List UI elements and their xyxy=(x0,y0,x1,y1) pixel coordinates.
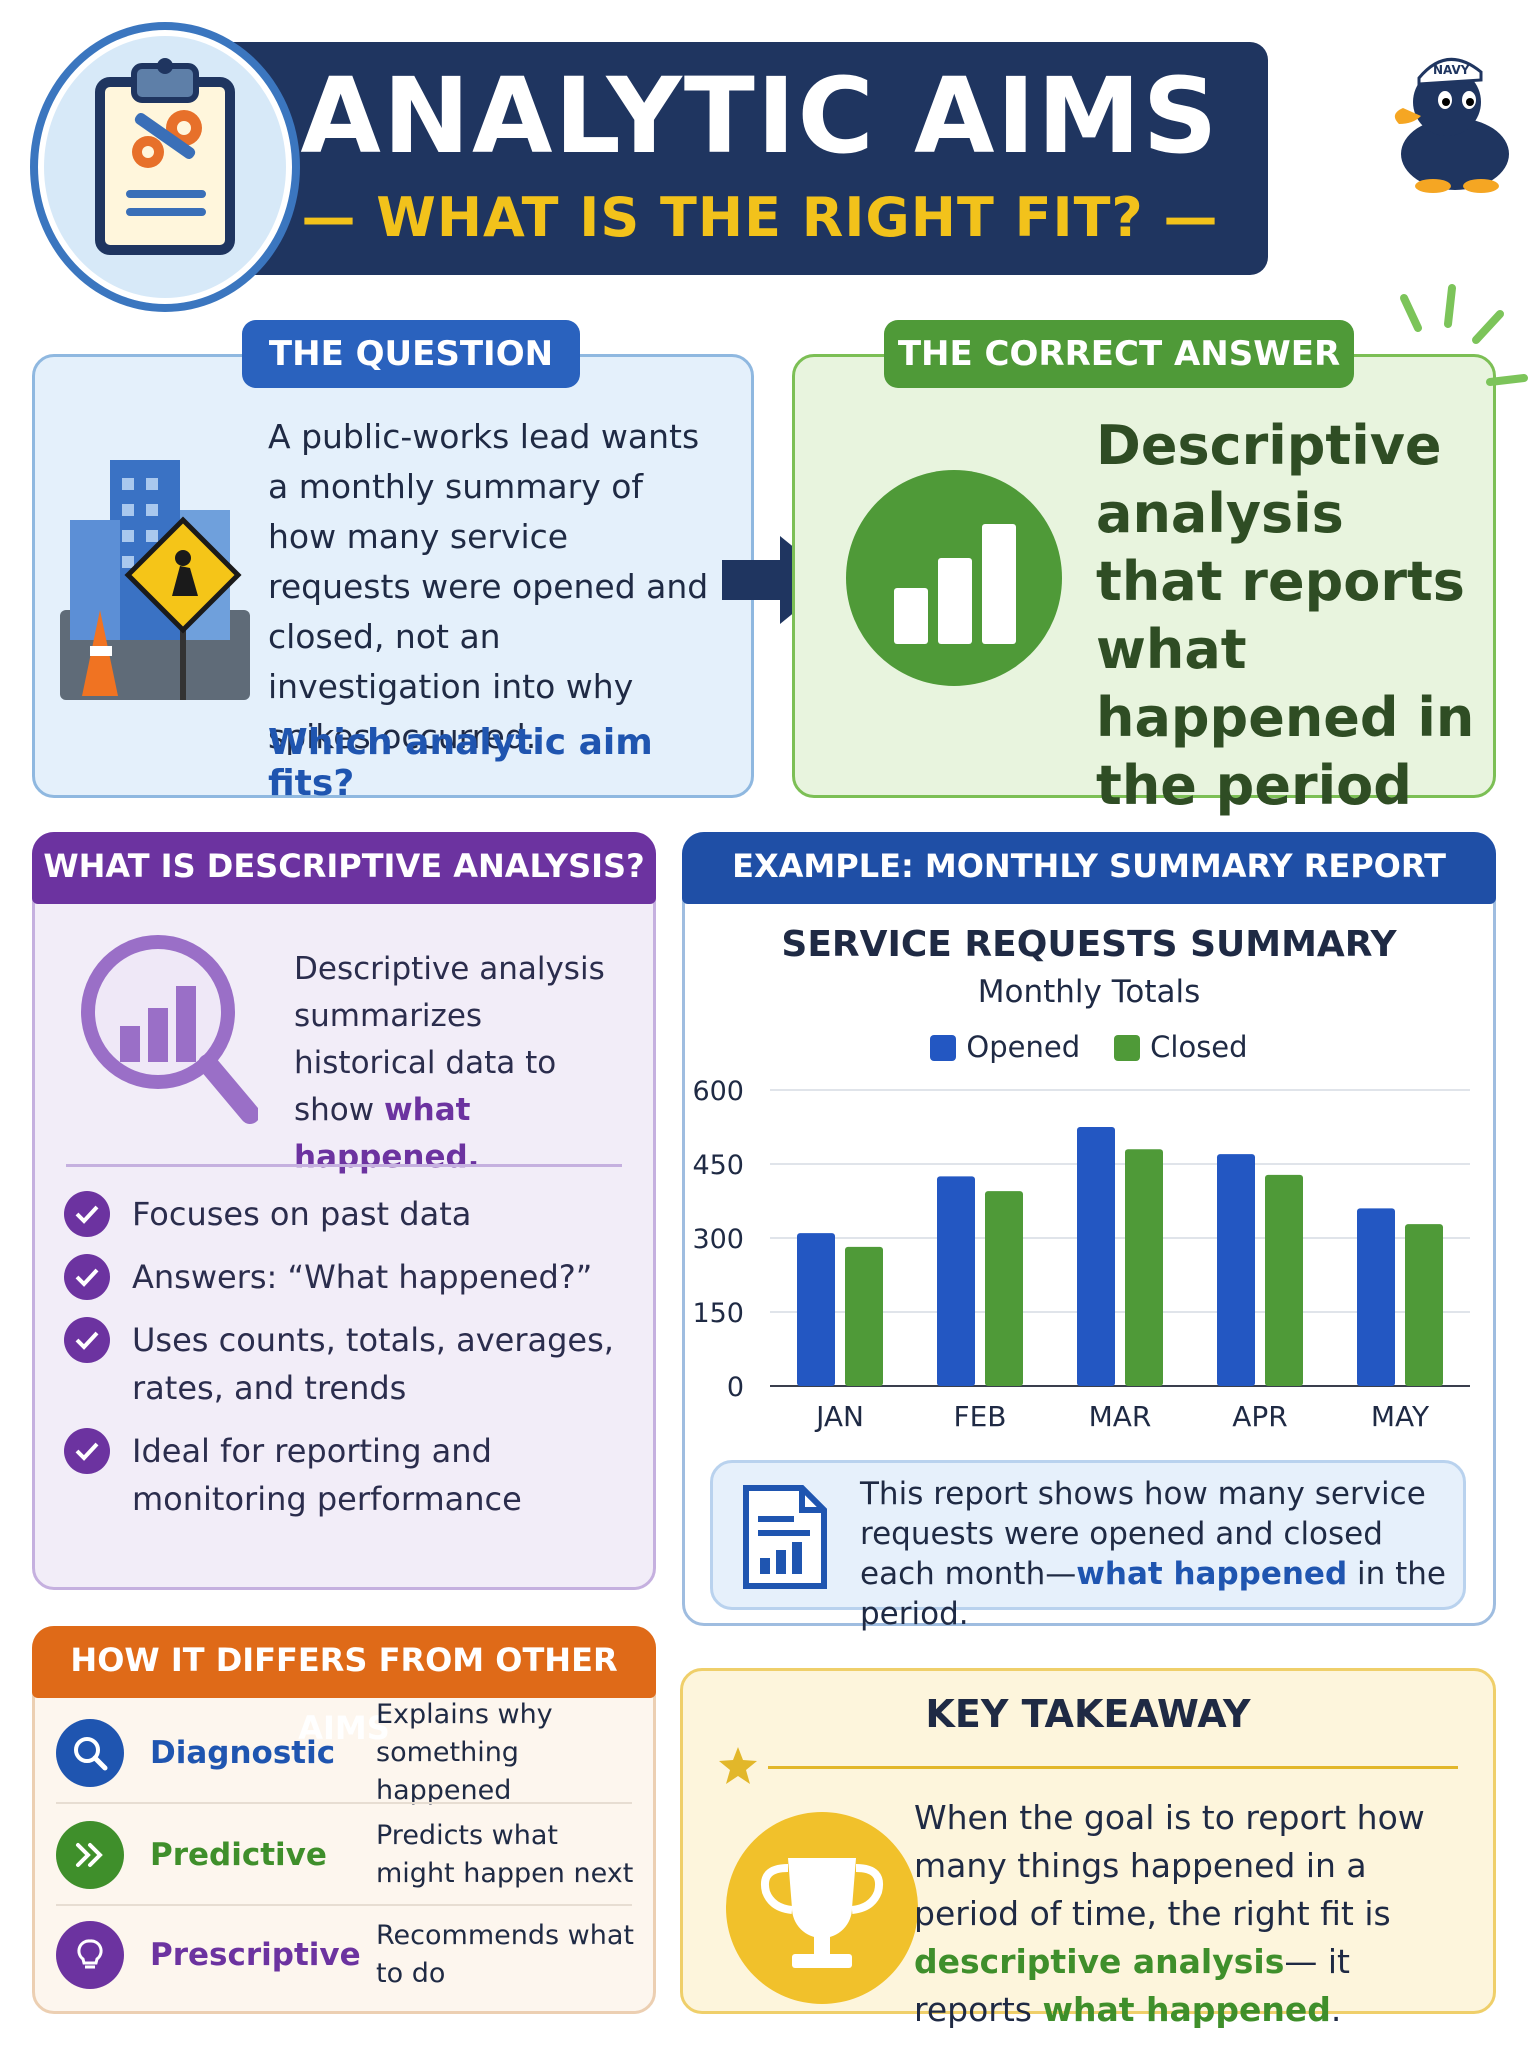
x-tick-label: MAR xyxy=(1089,1400,1152,1433)
aim-name: Predictive xyxy=(150,1837,327,1873)
clipboard-tools-icon xyxy=(95,58,235,255)
bar-opened-feb xyxy=(937,1176,975,1386)
clipboard-icon-badge xyxy=(30,22,300,312)
aim-desc: Predicts what might happen next xyxy=(376,1820,634,1889)
aim-desc: Recommends what to do xyxy=(376,1920,634,1989)
check-icon xyxy=(64,1191,110,1237)
bar-closed-feb xyxy=(985,1191,1023,1386)
bar-closed-apr xyxy=(1265,1174,1303,1386)
check-icon xyxy=(64,1428,110,1474)
takeaway-text-mid: — it reports xyxy=(914,1942,1350,2029)
service-requests-chart: 0 150 300 450 600 JAN FEB MAR APR MAY xyxy=(692,1076,1470,1433)
check-icon xyxy=(64,1254,110,1300)
question-ask: Which analytic aim fits? xyxy=(268,722,653,804)
report-note: This report shows how many service reque… xyxy=(860,1474,1450,1634)
trophy-icon-badge xyxy=(726,1812,918,2004)
chart-title: SERVICE REQUESTS SUMMARY xyxy=(781,924,1397,965)
y-tick-label: 600 xyxy=(692,1076,744,1107)
list-item: Ideal for reporting and monitoring perfo… xyxy=(64,1427,644,1523)
point-text: Answers: “What happened?” xyxy=(132,1258,593,1296)
answer-label: THE CORRECT ANSWER xyxy=(884,320,1354,388)
row-divider xyxy=(56,1904,632,1906)
takeaway-text: When the goal is to report how many thin… xyxy=(914,1794,1474,2034)
x-tick-label: FEB xyxy=(953,1400,1006,1433)
list-item: Uses counts, totals, averages, rates, an… xyxy=(64,1316,644,1412)
takeaway-text-start: When the goal is to report how many thin… xyxy=(914,1798,1425,1933)
list-item: Focuses on past data xyxy=(64,1190,644,1238)
legend-swatch xyxy=(1114,1035,1141,1061)
aim-name: Diagnostic xyxy=(150,1735,336,1771)
x-tick-label: JAN xyxy=(814,1400,864,1433)
check-icon xyxy=(64,1317,110,1363)
takeaway-emphasis-1: descriptive analysis xyxy=(914,1942,1285,1981)
y-tick-label: 450 xyxy=(692,1150,744,1181)
descriptive-definition-text: Descriptive analysis summarizes historic… xyxy=(294,951,605,1128)
point-text: Focuses on past data xyxy=(132,1195,472,1233)
y-tick-label: 150 xyxy=(692,1298,744,1329)
takeaway-title: KEY TAKEAWAY xyxy=(925,1692,1251,1736)
star-icon xyxy=(719,1747,757,1784)
header-banner xyxy=(215,42,1268,275)
legend-label: Opened xyxy=(966,1030,1081,1064)
x-tick-label: APR xyxy=(1232,1400,1288,1433)
bar-closed-jan xyxy=(845,1246,883,1386)
sparkle-icon xyxy=(1400,284,1528,386)
page-subtitle: — WHAT IS THE RIGHT FIT? — xyxy=(301,186,1219,249)
legend-swatch xyxy=(930,1035,957,1061)
report-document-icon xyxy=(743,1485,827,1589)
example-header: EXAMPLE: MONTHLY SUMMARY REPORT xyxy=(682,832,1496,904)
question-label: THE QUESTION xyxy=(242,320,580,388)
report-note-box xyxy=(710,1460,1466,1610)
search-icon xyxy=(56,1719,124,1787)
descriptive-points: Focuses on past data Answers: “What happ… xyxy=(64,1190,644,1538)
row-divider xyxy=(56,1802,632,1804)
point-text: Uses counts, totals, averages, rates, an… xyxy=(132,1321,614,1407)
report-note-text: This report shows how many service reque… xyxy=(860,1476,1426,1592)
y-tick-label: 300 xyxy=(692,1224,744,1255)
list-item: Answers: “What happened?” xyxy=(64,1253,644,1301)
bar-chart-icon-badge xyxy=(846,470,1062,686)
x-tick-label: MAY xyxy=(1371,1400,1430,1433)
bar-closed-mar xyxy=(1125,1149,1163,1386)
descriptive-definition: Descriptive analysis summarizes historic… xyxy=(294,946,624,1181)
y-tick-label: 0 xyxy=(727,1372,744,1403)
descriptive-definition-emphasis: what happened. xyxy=(294,1092,480,1175)
lightbulb-icon xyxy=(56,1921,124,1989)
trophy-icon xyxy=(761,1858,883,1968)
forward-arrows-icon xyxy=(56,1821,124,1889)
chart-subtitle: Monthly Totals xyxy=(977,974,1201,1010)
chart-legend: Opened Closed xyxy=(682,1030,1496,1064)
answer-text: Descriptive analysis that reports what h… xyxy=(1096,414,1475,817)
point-text: Ideal for reporting and monitoring perfo… xyxy=(132,1432,522,1518)
legend-item-opened: Opened xyxy=(930,1030,1080,1064)
legend-item-closed: Closed xyxy=(1114,1030,1248,1064)
magnifier-chart-icon xyxy=(81,935,258,1124)
page-title: ANALYTIC AIMS xyxy=(300,55,1220,177)
divider xyxy=(768,1766,1458,1769)
road-work-city-icon xyxy=(60,460,250,700)
takeaway-text-end: . xyxy=(1330,1990,1342,2029)
aim-name: Prescriptive xyxy=(150,1937,361,1973)
aim-row-prescriptive: Prescriptive Recommends what to do xyxy=(56,1906,636,2004)
bar-chart-icon xyxy=(894,524,1016,644)
navy-duck-mascot-icon: NAVY xyxy=(1394,57,1509,193)
descriptive-header: WHAT IS DESCRIPTIVE ANALYSIS? xyxy=(32,832,656,904)
aim-row-diagnostic: Diagnostic Explains why something happen… xyxy=(56,1699,636,1806)
bar-opened-may xyxy=(1357,1208,1395,1386)
divider xyxy=(66,1164,622,1167)
mascot-hat-text: NAVY xyxy=(1433,63,1470,77)
question-body: A public-works lead wants a monthly summ… xyxy=(268,417,709,756)
differs-header: HOW IT DIFFERS FROM OTHER AIMS xyxy=(32,1626,656,1747)
bar-opened-jan xyxy=(797,1233,835,1386)
aim-row-predictive: Predictive Predicts what might happen ne… xyxy=(56,1806,636,1904)
report-note-end: in the period. xyxy=(860,1556,1446,1632)
bar-opened-apr xyxy=(1217,1154,1255,1386)
aim-desc: Explains why something happened xyxy=(376,1699,553,1806)
bar-closed-may xyxy=(1405,1224,1443,1386)
report-note-emphasis: what happened xyxy=(1076,1556,1348,1592)
takeaway-emphasis-2: what happened xyxy=(1042,1990,1331,2029)
legend-label: Closed xyxy=(1150,1030,1248,1064)
bar-opened-mar xyxy=(1077,1127,1115,1386)
